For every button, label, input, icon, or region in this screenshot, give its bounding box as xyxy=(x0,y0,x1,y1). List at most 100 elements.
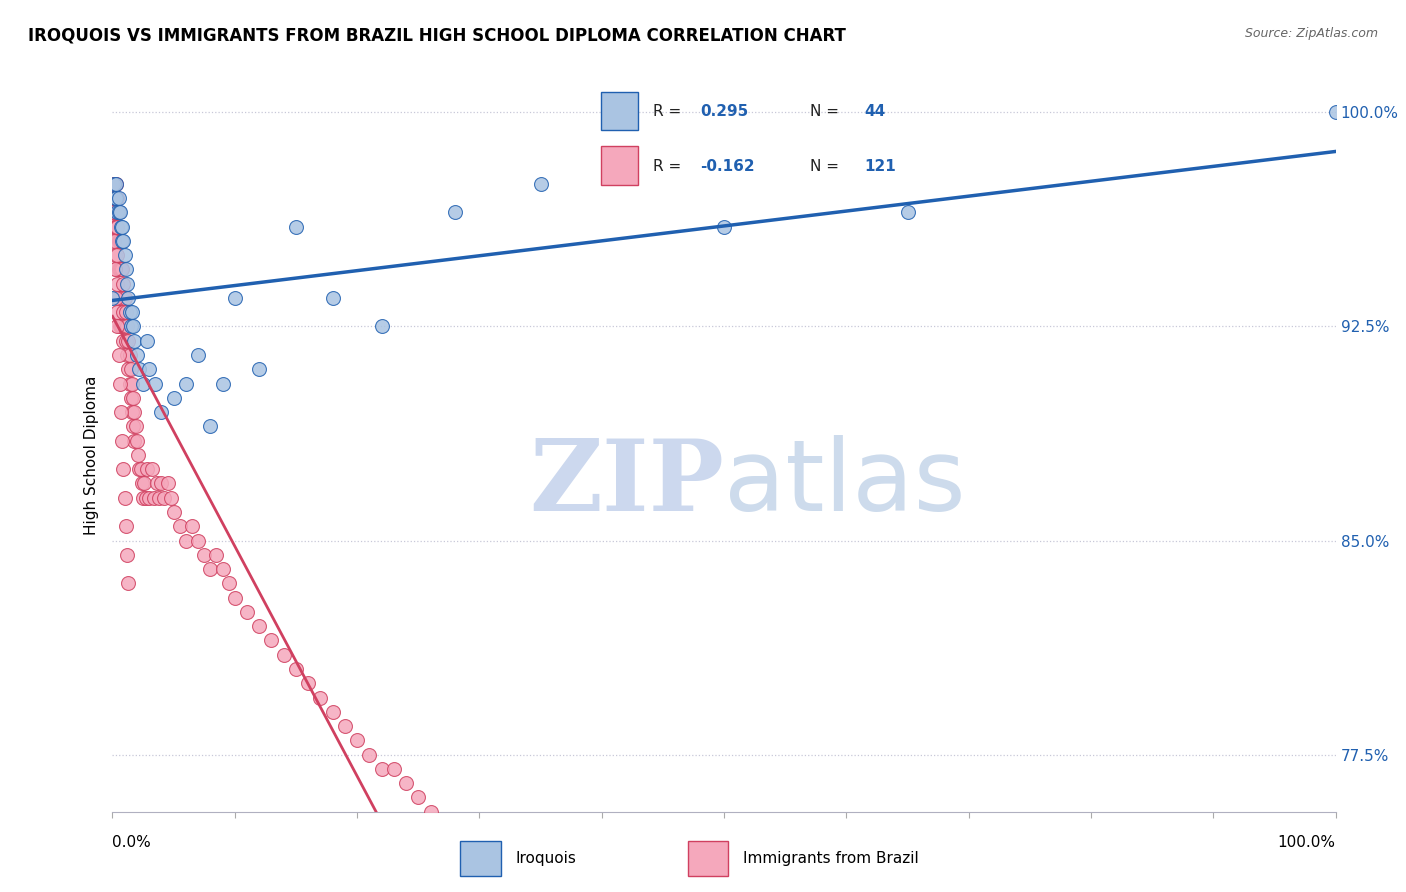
Point xyxy=(187,348,209,362)
Point xyxy=(322,291,344,305)
Point xyxy=(103,205,125,219)
Point xyxy=(134,476,156,491)
Point xyxy=(105,191,128,205)
Point xyxy=(108,234,131,248)
Point xyxy=(138,491,160,505)
Point xyxy=(105,234,128,248)
Point xyxy=(110,405,132,419)
Point xyxy=(114,491,136,505)
Point xyxy=(101,205,124,219)
Point xyxy=(224,591,246,605)
Point xyxy=(103,205,125,219)
Text: -0.162: -0.162 xyxy=(700,159,755,174)
Point xyxy=(112,305,135,319)
Point xyxy=(111,219,134,234)
Point xyxy=(104,219,127,234)
Text: 0.295: 0.295 xyxy=(700,104,748,120)
Point xyxy=(419,805,441,819)
Point xyxy=(105,277,128,291)
Point xyxy=(169,519,191,533)
Point xyxy=(104,177,127,191)
Point xyxy=(103,234,125,248)
Point xyxy=(132,491,155,505)
Point xyxy=(105,262,128,277)
Point xyxy=(107,348,129,362)
Point xyxy=(128,462,150,476)
Point xyxy=(218,576,240,591)
Point xyxy=(104,262,127,277)
Point xyxy=(395,776,418,790)
Point xyxy=(105,305,128,319)
Point xyxy=(145,476,167,491)
Point xyxy=(115,519,138,533)
Point xyxy=(108,291,131,305)
Point xyxy=(193,548,215,562)
Point xyxy=(105,219,128,234)
Point xyxy=(120,362,142,376)
Point xyxy=(260,633,283,648)
Point xyxy=(322,705,344,719)
Point xyxy=(150,405,173,419)
Point xyxy=(118,348,141,362)
Point xyxy=(138,362,160,376)
Point xyxy=(103,177,125,191)
Point xyxy=(132,376,155,391)
Point xyxy=(105,177,128,191)
Point xyxy=(160,491,183,505)
Point xyxy=(408,790,430,805)
Point xyxy=(150,476,173,491)
Point xyxy=(156,476,179,491)
Point xyxy=(174,533,197,548)
Point xyxy=(181,519,204,533)
Point xyxy=(153,491,176,505)
Point xyxy=(103,177,125,191)
Point xyxy=(105,205,128,219)
Point xyxy=(359,747,381,762)
Point xyxy=(107,291,129,305)
Point xyxy=(108,376,131,391)
Point xyxy=(200,562,222,576)
Point xyxy=(121,305,143,319)
Text: R =: R = xyxy=(652,159,681,174)
Point xyxy=(148,491,170,505)
Point xyxy=(103,177,125,191)
Point xyxy=(115,348,138,362)
Point xyxy=(134,491,156,505)
Point xyxy=(104,191,127,205)
Point xyxy=(105,248,128,262)
Point xyxy=(114,291,136,305)
Point xyxy=(112,234,135,248)
Point xyxy=(105,205,128,219)
Point xyxy=(105,319,128,334)
Point xyxy=(122,319,145,334)
Point xyxy=(108,205,131,219)
Point xyxy=(117,334,139,348)
Point xyxy=(247,619,270,633)
Point xyxy=(333,719,356,733)
Point xyxy=(125,348,148,362)
Text: 121: 121 xyxy=(865,159,897,174)
Point xyxy=(247,362,270,376)
Point xyxy=(121,405,143,419)
Text: Source: ZipAtlas.com: Source: ZipAtlas.com xyxy=(1244,27,1378,40)
Bar xyxy=(688,841,728,876)
Point xyxy=(115,262,138,277)
Point xyxy=(284,662,308,676)
Point xyxy=(124,434,146,448)
Point xyxy=(129,462,152,476)
Point xyxy=(103,191,125,205)
Point xyxy=(125,434,148,448)
Point xyxy=(111,291,134,305)
Text: Immigrants from Brazil: Immigrants from Brazil xyxy=(744,851,920,866)
Point xyxy=(114,248,136,262)
Bar xyxy=(602,146,638,185)
Point xyxy=(135,462,157,476)
Point xyxy=(122,419,145,434)
Point xyxy=(105,191,128,205)
Point xyxy=(143,376,166,391)
Point xyxy=(115,334,138,348)
Point xyxy=(118,305,141,319)
Point xyxy=(713,219,735,234)
Point xyxy=(124,405,146,419)
Point xyxy=(297,676,319,690)
